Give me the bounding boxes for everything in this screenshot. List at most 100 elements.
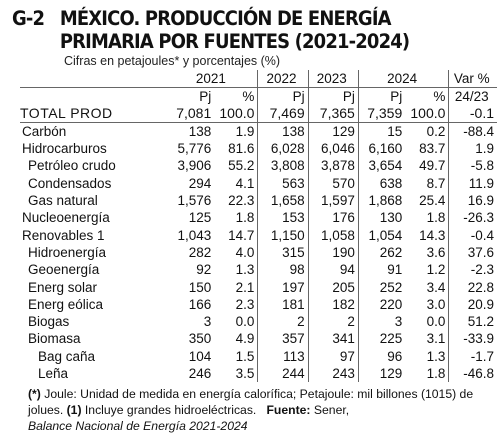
row-label: Carbón	[22, 124, 67, 139]
var-value: -2.3	[448, 261, 497, 279]
pct-2024: 0.0	[426, 314, 446, 330]
var-value: -46.8	[448, 364, 497, 383]
value-2022: 1,658	[257, 191, 309, 210]
value-2022: 315	[257, 243, 309, 262]
row-label: Energ eólica	[28, 296, 104, 312]
value-2021: 3	[203, 314, 212, 330]
source-document: Balance Nacional de Energía 2021-2024	[28, 419, 248, 433]
table-row: Petróleo crudo 3,906 55.2 3,808 3,878 3,654 49…	[20, 157, 497, 175]
var-value: -33.9	[448, 330, 497, 348]
footnote-text-2: Incluye grandes hidroeléctricas.	[81, 403, 257, 417]
value-2024: 91	[357, 261, 406, 279]
row-label: Condensados	[28, 175, 112, 191]
value-2023: 205	[307, 278, 359, 296]
var-value: 1.9	[448, 140, 497, 158]
value-2021: 1,576	[177, 193, 212, 209]
value-2022: 181	[257, 295, 309, 313]
row-label: Leña	[38, 366, 69, 381]
var-value: 37.6	[448, 243, 497, 262]
footnote-mark-1: (*)	[28, 387, 41, 401]
value-2023: 182	[307, 295, 359, 313]
title-line-2: PRIMARIA POR FUENTES (2021-2024)	[12, 30, 454, 53]
table-row: Gas natural 1,576 22.3 1,658 1,597 1,868 25.4 1…	[20, 191, 497, 210]
value-2021: 150	[188, 279, 212, 295]
table-row: Carbón 138 1.9 138 129 15 0.2 -88.4	[20, 122, 497, 140]
pct-2021: 14.7	[228, 227, 255, 243]
pct-2024: 83.7	[419, 141, 446, 157]
value-2022: 2	[257, 312, 309, 331]
table-row: Renovables 1 1,043 14.7 1,150 1,058 1,054 14.3…	[20, 226, 497, 244]
value-2022: 7,469	[257, 105, 309, 123]
pct-2021: 1.8	[235, 210, 255, 226]
row-label: Gas natural	[28, 193, 98, 209]
value-2022: 6,028	[257, 140, 309, 158]
table-row: Leña 246 3.5 244 243 129 1.8 -46.8	[20, 364, 497, 383]
value-2023: 97	[307, 347, 359, 365]
value-2023: 570	[307, 174, 359, 192]
pct-2024: 3.6	[426, 244, 446, 260]
subtitle: Cifras en petajoules* y porcentajes (%)	[64, 54, 281, 68]
unit-pj: Pj	[257, 87, 309, 105]
value-2022: 357	[257, 330, 309, 348]
var-value: -0.4	[448, 226, 497, 244]
pct-2024: 25.4	[419, 193, 446, 209]
value-2022: 563	[257, 174, 309, 192]
pct-2024: 1.8	[426, 210, 446, 226]
var-period: 24/23	[448, 87, 497, 105]
var-value: 51.2	[448, 312, 497, 331]
graphic-code: G-2	[12, 7, 45, 30]
table-row: Hidroenergía 282 4.0 315 190 262 3.6 37.6	[20, 243, 497, 262]
value-2023: 2	[307, 312, 359, 331]
source-label: Fuente:	[266, 403, 311, 417]
value-2021: 294	[188, 175, 212, 191]
pct-2024: 3.0	[426, 296, 446, 312]
value-2022: 138	[257, 122, 309, 140]
value-2023: 3,878	[307, 157, 359, 175]
pct-2021: 3.5	[235, 366, 255, 381]
year-2021: 2021	[167, 70, 258, 88]
pct-2021: 4.0	[235, 244, 255, 260]
value-2024: 129	[357, 364, 406, 383]
value-2023: 341	[307, 330, 359, 348]
var-value: -88.4	[448, 122, 497, 140]
source-text: Sener,	[310, 403, 350, 417]
value-2022: 98	[257, 261, 309, 279]
pct-2024: 1.8	[426, 366, 446, 381]
value-2024: 220	[357, 295, 406, 313]
year-2024: 2024	[357, 70, 449, 88]
var-value: 16.9	[448, 191, 497, 210]
unit-header-row: Pj % Pj Pj Pj % 24/23	[20, 87, 497, 105]
value-2021: 92	[196, 262, 212, 278]
pct-2024: 100.0	[405, 105, 449, 123]
footnote-mark-2: (1)	[66, 403, 82, 417]
row-label: Hidrocarburos	[22, 141, 107, 157]
value-2021: 1,043	[177, 227, 212, 243]
value-2023: 94	[307, 261, 359, 279]
var-value: 20.9	[448, 295, 497, 313]
pct-2021: 1.5	[235, 348, 255, 364]
value-2021: 104	[188, 348, 212, 364]
title-text-2: PRIMARIA POR FUENTES (2021-2024)	[59, 30, 410, 53]
pct-2021: 2.3	[235, 296, 255, 312]
value-2023: 1,597	[307, 191, 359, 210]
value-2024: 6,160	[357, 140, 406, 158]
total-row: TOTAL PROD 7,081 100.0 7,469 7,365 7,359…	[20, 105, 497, 123]
pct-2024: 3.1	[426, 331, 446, 347]
value-2021: 125	[188, 210, 212, 226]
pct-2024: 3.4	[426, 279, 446, 295]
title-line-1: G-2 MÉXICO. PRODUCCIÓN DE ENERGÍA	[12, 7, 454, 30]
year-2023: 2023	[307, 70, 359, 88]
value-2022: 113	[257, 347, 309, 365]
var-value: -0.1	[448, 105, 497, 123]
pct-2024: 49.7	[419, 158, 446, 174]
value-2021: 246	[188, 366, 212, 381]
var-value: 22.8	[448, 278, 497, 296]
value-2022: 197	[257, 278, 309, 296]
table-row: Nucleoenergía 125 1.8 153 176 130 1.8 -26.3	[20, 209, 497, 227]
value-2022: 244	[257, 364, 309, 383]
row-label: Hidroenergía	[28, 244, 107, 260]
unit-pct: %	[242, 89, 255, 104]
row-label: Geoenergía	[28, 262, 100, 278]
value-2024: 1,054	[357, 226, 406, 244]
value-2021: 7,081	[167, 105, 215, 123]
